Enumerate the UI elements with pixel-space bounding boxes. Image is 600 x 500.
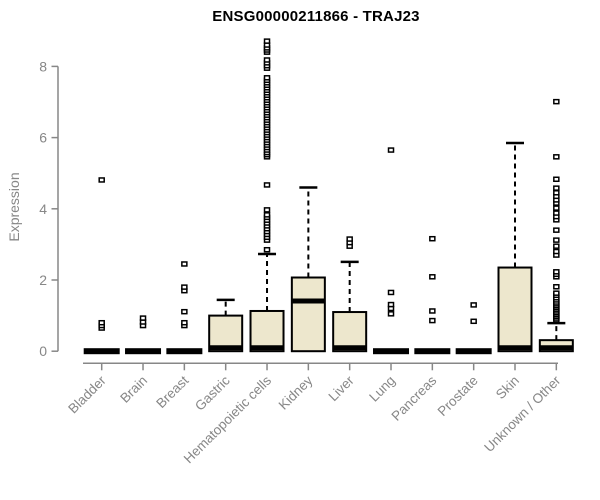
- outlier-point: [263, 75, 271, 81]
- outlier-point: [553, 98, 560, 105]
- collapsed-box: [414, 348, 451, 355]
- outlier-point: [263, 207, 271, 213]
- y-axis-label: Expression: [6, 172, 22, 242]
- box: [249, 309, 285, 353]
- outlier-point: [346, 236, 353, 242]
- outlier-point: [181, 308, 188, 315]
- outlier-point: [98, 177, 105, 183]
- x-tick-label: Bladder: [65, 372, 109, 416]
- outlier-point: [553, 154, 560, 160]
- outlier-point: [553, 205, 560, 211]
- outlier-point: [263, 57, 271, 63]
- outlier-point: [387, 289, 395, 296]
- x-tick-label: Gastric: [192, 373, 233, 414]
- outlier-point: [553, 185, 560, 191]
- outlier-point: [553, 248, 560, 255]
- outlier-point: [429, 274, 436, 280]
- outlier-point: [429, 317, 436, 324]
- collapsed-box: [455, 348, 492, 355]
- collapsed-box: [83, 348, 120, 355]
- collapsed-box: [166, 348, 203, 355]
- outlier-point: [263, 246, 271, 253]
- outlier-point: [553, 176, 560, 183]
- x-tick-label: Lung: [366, 373, 398, 405]
- outlier-point: [553, 243, 560, 249]
- y-tick-label: 6: [39, 130, 47, 146]
- outlier-point: [263, 212, 271, 218]
- x-tick-label: Unknown / Other: [481, 372, 564, 455]
- outlier-point: [387, 301, 395, 308]
- outlier-point: [139, 315, 147, 321]
- y-tick-label: 2: [39, 272, 47, 288]
- x-tick-label: Liver: [326, 372, 358, 404]
- x-tick-label: Prostate: [435, 373, 481, 419]
- box: [332, 311, 368, 353]
- outlier-point: [181, 261, 188, 267]
- x-tick-label: Pancreas: [389, 373, 440, 424]
- outlier-point: [429, 235, 436, 242]
- outlier-point: [553, 284, 560, 290]
- outlier-point: [263, 38, 271, 44]
- outlier-point: [263, 182, 271, 188]
- outlier-point: [553, 290, 560, 296]
- x-tick-label: Brain: [117, 373, 150, 406]
- x-tick-label: Kidney: [276, 373, 316, 413]
- outlier-point: [181, 284, 188, 290]
- x-tick-label: Skin: [493, 373, 522, 402]
- outlier-point: [553, 237, 560, 243]
- outlier-point: [387, 311, 395, 317]
- outlier-point: [470, 318, 477, 325]
- y-tick-label: 0: [39, 343, 47, 359]
- outlier-point: [98, 319, 105, 326]
- outlier-point: [553, 210, 560, 216]
- box: [497, 266, 533, 353]
- outlier-point: [181, 319, 188, 326]
- collapsed-box: [373, 348, 410, 355]
- collapsed-box: [125, 348, 162, 355]
- x-tick-label: Breast: [153, 373, 191, 411]
- box: [290, 276, 326, 353]
- outlier-point: [553, 227, 560, 233]
- outlier-point: [470, 302, 477, 308]
- chart-title: ENSG00000211866 - TRAJ23: [212, 8, 420, 25]
- outlier-point: [553, 190, 560, 196]
- outlier-point: [553, 269, 560, 275]
- outlier-point: [387, 147, 395, 153]
- outlier-point: [429, 308, 436, 314]
- y-tick-label: 8: [39, 58, 47, 74]
- y-tick-label: 4: [39, 201, 47, 217]
